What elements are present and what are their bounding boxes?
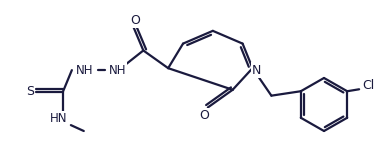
Text: S: S [26,85,34,98]
Text: Cl: Cl [362,79,374,92]
Text: NH: NH [109,64,126,77]
Text: O: O [199,109,209,122]
Text: NH: NH [76,64,93,77]
Text: O: O [130,14,140,26]
Text: N: N [252,64,261,77]
Text: HN: HN [50,112,68,125]
